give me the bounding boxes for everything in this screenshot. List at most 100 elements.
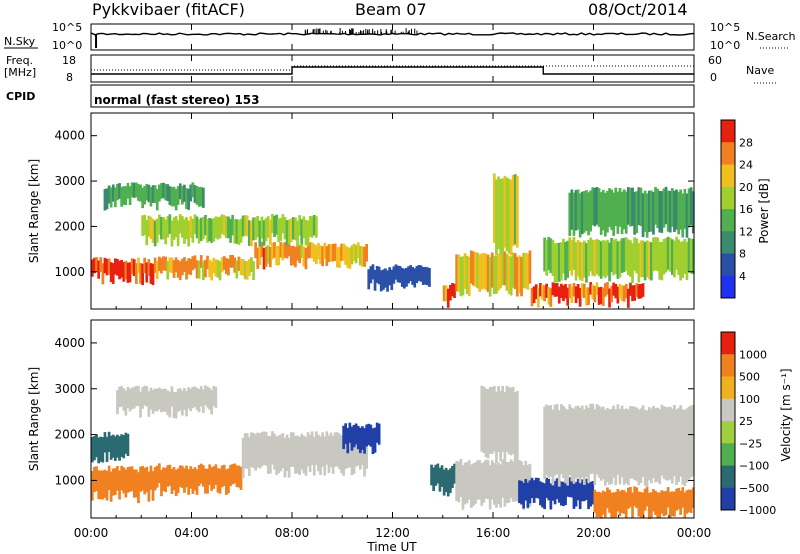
power-colorbar-tick: 20 (739, 181, 753, 194)
power-echo (101, 263, 105, 285)
velocity-echo (593, 489, 597, 513)
velocity-echo (258, 433, 262, 469)
power-echo (587, 287, 590, 305)
power-echo (204, 215, 207, 236)
power-echo (227, 216, 230, 239)
velocity-echo (480, 463, 484, 506)
power-echo (585, 243, 588, 283)
power-echo (459, 256, 463, 297)
velocity-colorbar-tick: 1000 (739, 348, 767, 361)
power-echo (220, 257, 224, 273)
power-echo (116, 183, 119, 201)
velocity-echo (436, 463, 440, 484)
velocity-echo (147, 391, 151, 417)
power-echo (137, 184, 140, 201)
power-echo (199, 255, 203, 268)
power-echo (248, 259, 251, 277)
power-echo (371, 264, 375, 280)
velocity-echo (233, 463, 237, 484)
velocity-echo (627, 487, 630, 509)
velocity-echo (153, 467, 157, 491)
power-echo (235, 219, 239, 244)
power-echo (306, 242, 310, 259)
power-echo (633, 192, 636, 235)
velocity-echo (361, 426, 364, 450)
power-echo (499, 179, 502, 255)
velocity-echo (511, 386, 515, 454)
power-echo (174, 257, 178, 273)
power-echo (126, 183, 130, 199)
power-echo (421, 267, 425, 285)
power-echo (482, 253, 486, 289)
power-echo (348, 247, 352, 269)
power-echo (516, 175, 519, 248)
power-echo (658, 190, 662, 233)
power-echo (195, 186, 199, 205)
power-echo (403, 268, 406, 289)
power-echo (91, 259, 94, 277)
power-echo (193, 255, 197, 269)
velocity-echo (583, 479, 586, 502)
velocity-echo (614, 409, 618, 486)
velocity-echo (283, 437, 287, 478)
velocity-echo (616, 489, 620, 512)
velocity-echo (103, 432, 107, 453)
power-echo (202, 216, 205, 240)
velocity-echo (505, 462, 509, 504)
velocity-echo (235, 465, 239, 488)
velocity-echo (321, 432, 324, 467)
power-echo (570, 239, 574, 276)
velocity-echo (576, 405, 580, 478)
power-echo (629, 240, 632, 277)
power-echo (229, 218, 232, 243)
power-echo (292, 245, 295, 266)
power-echo (260, 241, 264, 258)
velocity-echo (666, 487, 670, 508)
power-echo (120, 187, 123, 207)
velocity-echo (363, 428, 366, 454)
power-echo (302, 216, 306, 239)
power-echo (187, 220, 190, 247)
velocity-echo (189, 466, 193, 489)
velocity-echo (432, 467, 435, 491)
velocity-echo (202, 389, 205, 413)
power-echo (239, 218, 243, 243)
power-echo (624, 191, 628, 234)
power-echo (614, 238, 618, 274)
time-tick-label: 00:00 (677, 526, 712, 540)
velocity-echo (95, 434, 98, 458)
velocity-colorbar: 1000 500 100 25 −25 −100 −500 −1000 (720, 331, 776, 517)
power-echo (315, 216, 318, 238)
velocity-colorbar-cell (721, 354, 735, 377)
velocity-echo (243, 433, 247, 469)
velocity-echo (114, 468, 117, 495)
velocity-echo (214, 386, 218, 408)
power-echo (658, 241, 662, 280)
power-echo (597, 240, 601, 277)
velocity-echo (482, 386, 486, 453)
power-echo (122, 186, 126, 205)
power-echo (304, 247, 308, 270)
power-echo (631, 187, 634, 226)
power-echo (107, 185, 111, 204)
power-echo (294, 246, 297, 268)
power-echo (400, 268, 404, 287)
power-echo (386, 270, 389, 292)
velocity-echo (354, 423, 358, 445)
velocity-echo (539, 481, 542, 506)
power-echo (199, 217, 203, 241)
velocity-echo (545, 477, 548, 498)
velocity-echo (151, 389, 155, 414)
power-echo (258, 245, 262, 266)
power-echo (654, 187, 657, 225)
power-echo (208, 217, 211, 242)
power-echo (262, 247, 266, 270)
velocity-echo (128, 388, 132, 412)
power-echo (162, 217, 165, 240)
beam-title: Beam 07 (355, 0, 427, 19)
power-echo (493, 173, 496, 243)
velocity-y-ticks: 1000 2000 3000 4000 (54, 336, 694, 487)
power-echo (553, 283, 557, 297)
power-echo (181, 216, 184, 238)
power-echo (312, 244, 316, 262)
